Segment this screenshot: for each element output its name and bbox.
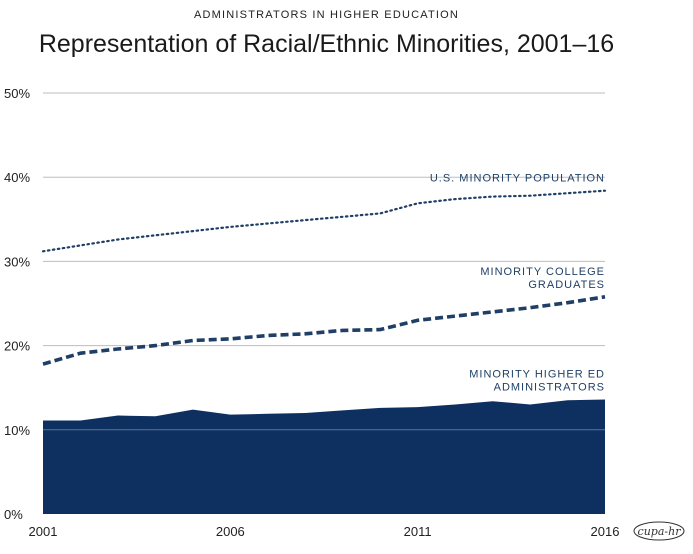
- logo-text: cupa-hr: [638, 525, 682, 538]
- y-tick-label: 40%: [4, 170, 30, 185]
- us-minority-population-line: [41, 189, 607, 253]
- series-label: ADMINISTRATORS: [494, 381, 605, 393]
- x-axis-ticks: 2001 2006 2011 2016: [29, 524, 620, 539]
- chart-title: Representation of Racial/Ethnic Minoriti…: [38, 30, 615, 58]
- x-tick-label: 2001: [29, 524, 58, 539]
- y-tick-label: 30%: [4, 254, 30, 269]
- series-label: U.S. MINORITY POPULATION: [430, 173, 605, 185]
- administrators-area-layer: [43, 399, 605, 514]
- y-axis-ticks: 0% 10% 20% 30% 40% 50%: [4, 86, 30, 522]
- x-tick-label: 2006: [216, 524, 245, 539]
- series-label: MINORITY COLLEGE: [480, 266, 605, 278]
- x-tick-label: 2011: [404, 524, 432, 539]
- series-labels: U.S. MINORITY POPULATION MINORITY COLLEGE…: [430, 173, 605, 394]
- administrators-area: [43, 399, 605, 514]
- chart-supertitle: ADMINISTRATORS IN HIGHER EDUCATION: [193, 9, 460, 21]
- y-tick-label: 10%: [4, 423, 30, 438]
- y-tick-label: 50%: [4, 86, 30, 101]
- y-tick-label: 0%: [4, 507, 23, 522]
- minority-college-graduates-line: [42, 295, 606, 366]
- cupa-hr-logo-icon: cupa-hr: [633, 521, 685, 541]
- series-label: GRADUATES: [528, 279, 605, 291]
- x-tick-label: 2016: [591, 524, 620, 539]
- series-label: MINORITY HIGHER ED: [469, 368, 605, 380]
- series-lines: [41, 189, 607, 366]
- y-tick-label: 20%: [4, 339, 30, 354]
